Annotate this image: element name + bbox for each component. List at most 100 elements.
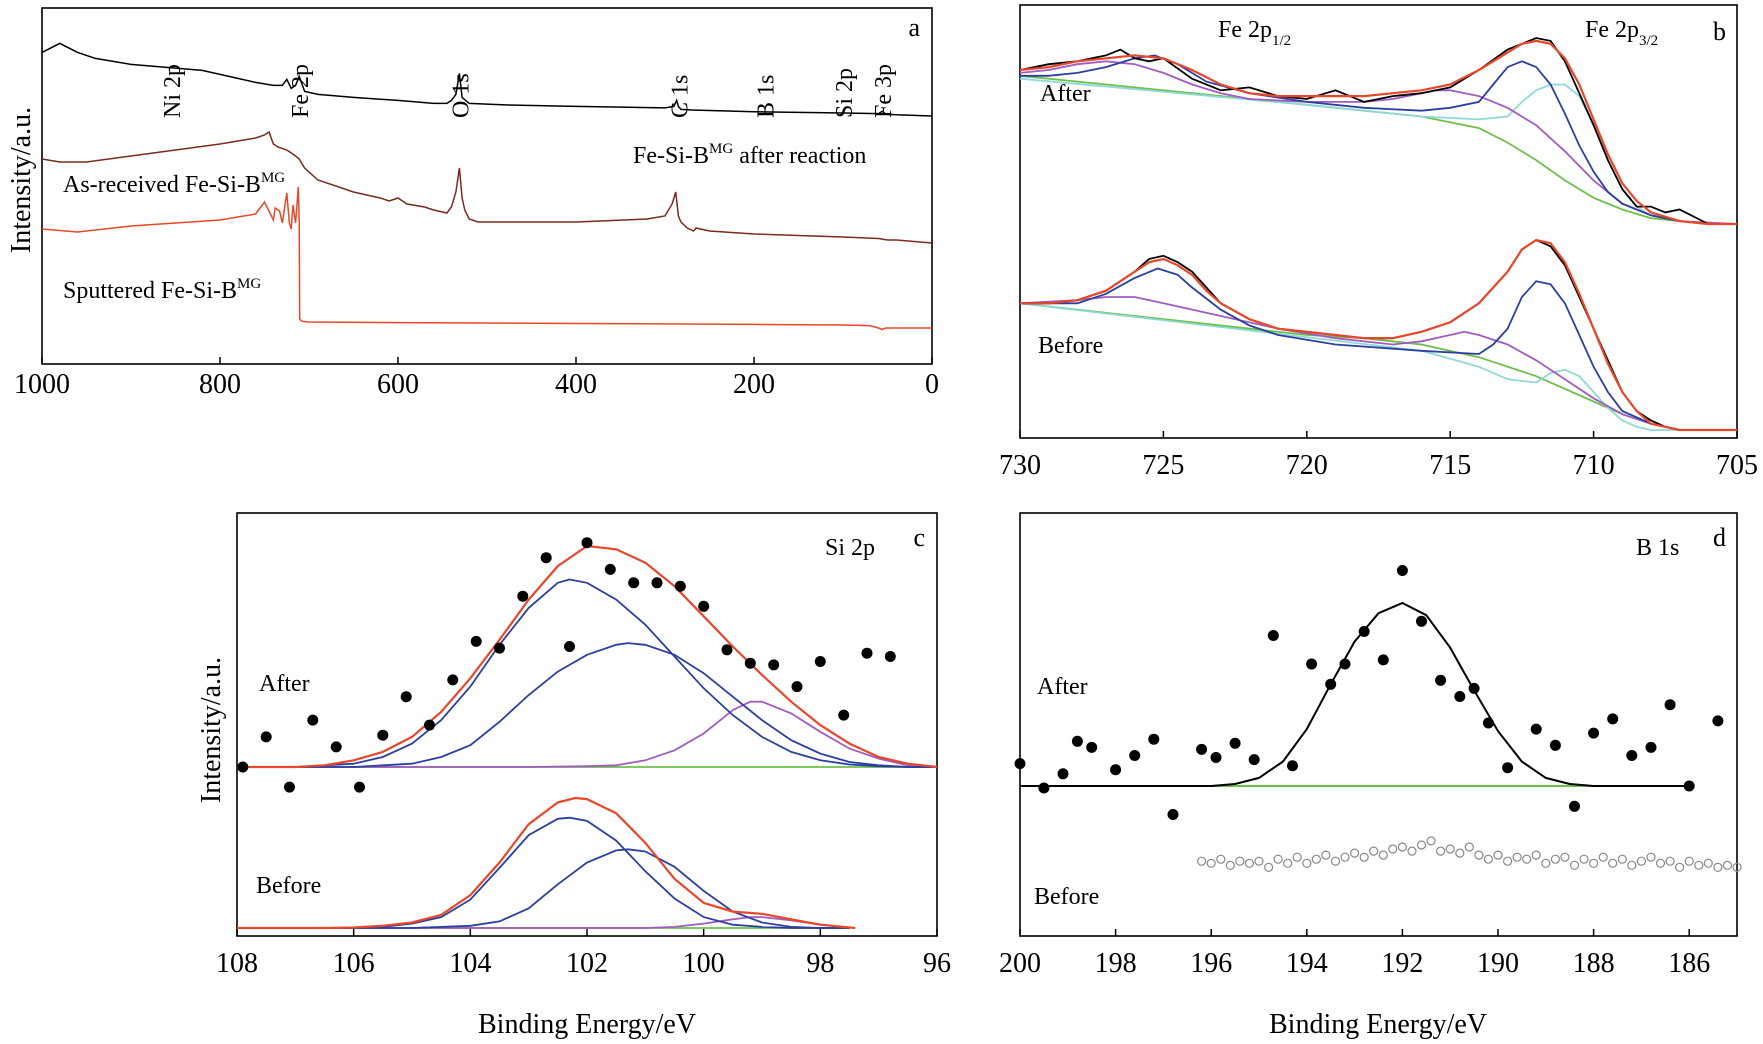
panel-a-y-label: Intensity/a.u. <box>6 107 37 253</box>
x-tick-label: 104 <box>449 948 491 979</box>
fe2p-after-component_purple <box>1019 60 1738 225</box>
b1s-after-point <box>1530 723 1542 735</box>
si2p-after-component_purple <box>237 700 938 768</box>
panel-d-letter: d <box>1713 523 1726 552</box>
b1s-fit <box>1020 601 1690 787</box>
b1s-after-point <box>1167 809 1179 820</box>
si2p-after-point <box>698 600 710 612</box>
x-tick-label: 720 <box>1286 450 1328 481</box>
b1s-before-point <box>1263 862 1274 872</box>
label-after: After <box>259 671 310 697</box>
panel-d-points <box>1014 565 1742 872</box>
b1s-before-point <box>1292 852 1302 862</box>
si2p-after-point <box>861 647 873 659</box>
b1s-before-point <box>1722 860 1733 870</box>
b1s-before-point <box>1397 842 1408 852</box>
b1s-after-point <box>1416 615 1427 627</box>
si2p-after-point <box>791 681 803 693</box>
si2p-after-point <box>814 656 826 667</box>
b1s-before-point <box>1512 852 1522 862</box>
panel-c-x-label: Binding Energy/eV <box>478 1009 696 1040</box>
b1s-after-point <box>1248 754 1260 766</box>
si2p-after-point <box>744 657 756 669</box>
b1s-before-point <box>1435 846 1446 856</box>
si2p-after-point <box>581 537 593 549</box>
peak-label: Fe 3p <box>871 64 897 118</box>
b1s-before-point <box>1579 854 1589 864</box>
b1s-before-point <box>1694 860 1704 870</box>
b1s-before-point <box>1627 860 1637 870</box>
x-tick-label: 705 <box>1716 450 1758 481</box>
panel-b-x-axis: 730 725 720 715 710 705 <box>999 431 1758 481</box>
b1s-before-point <box>1321 850 1331 860</box>
si2p-after-point <box>674 580 686 592</box>
si2p-after-point <box>517 590 529 602</box>
b1s-before-point <box>1464 842 1474 852</box>
b1s-before-point <box>1283 858 1293 868</box>
b1s-after-point <box>1057 768 1069 780</box>
b1s-before-point <box>1378 850 1388 860</box>
b1s-after-point <box>1569 800 1580 812</box>
panel-a-series <box>41 42 933 331</box>
b1s-after-point <box>1549 739 1561 751</box>
b1s-before-point <box>1445 844 1455 854</box>
b1s-before-point <box>1493 850 1503 860</box>
peak-label: Fe 2p <box>288 64 314 118</box>
b1s-before-point <box>1732 862 1742 872</box>
si2p-after-point <box>651 577 663 589</box>
panel-b: b 730 725 720 715 710 705 Fe 2p1/2 Fe 2p3/2 A… <box>999 4 1758 481</box>
si2p-after-point <box>884 651 896 662</box>
b1s-after-point <box>1306 658 1318 670</box>
si2p-after-point <box>377 729 389 741</box>
label-after: After <box>1037 674 1088 700</box>
x-tick-label: 190 <box>1477 948 1519 979</box>
b1s-before-point <box>1388 844 1398 854</box>
b1s-before-point <box>1665 856 1675 866</box>
x-tick-label: 198 <box>1095 948 1137 979</box>
b1s-after-point <box>1071 735 1083 747</box>
x-tick-label: 98 <box>806 948 834 979</box>
b1s-before-point <box>1340 852 1350 862</box>
si2p-after-point <box>330 741 342 753</box>
x-tick-label: 725 <box>1142 450 1184 481</box>
panel-c: c Si 2p 108 106 104 102 100 98 96 After Before… <box>196 512 951 1040</box>
b1s-before-point <box>1369 846 1379 856</box>
survey-line-0 <box>41 42 933 117</box>
x-tick-label: 100 <box>683 948 725 979</box>
x-tick-label: 186 <box>1668 948 1710 979</box>
si2p-before-component_blue <box>237 816 850 929</box>
x-tick-label: 400 <box>555 369 597 400</box>
b1s-before-point <box>1531 850 1541 860</box>
si2p-after-point <box>424 719 435 731</box>
x-tick-label: 710 <box>1573 450 1615 481</box>
b1s-before-point <box>1541 858 1551 868</box>
panel-d-frame <box>1019 512 1738 937</box>
si2p-after-point <box>260 731 272 743</box>
si2p-after-point <box>307 714 319 726</box>
panel-a: a 1000 800 600 400 200 0 Ni 2p Fe 2p O 1s C 1s B … <box>6 7 939 400</box>
b1s-before-point <box>1330 856 1341 866</box>
x-tick-label: 800 <box>199 369 241 400</box>
b1s-before-point <box>1617 854 1627 864</box>
b1s-before-point <box>1426 836 1436 846</box>
b1s-before-point <box>1455 848 1465 858</box>
panel-c-series <box>237 544 938 930</box>
b1s-before-point <box>1349 848 1360 858</box>
si2p-after-point <box>447 674 459 686</box>
fe2p-after-envelope <box>1019 39 1737 226</box>
panel-c-letter: c <box>913 523 925 552</box>
b1s-after-point <box>1267 630 1279 641</box>
b1s-before-point <box>1684 856 1694 866</box>
si2p-after-point <box>768 659 780 671</box>
b1s-after-point <box>1683 780 1695 792</box>
survey-line-1 <box>41 130 933 244</box>
panel-c-frame <box>236 512 938 937</box>
b1s-before-point <box>1273 854 1283 864</box>
x-tick-label: 102 <box>566 948 608 979</box>
b1s-after-point <box>1502 762 1514 774</box>
b1s-after-point <box>1148 733 1160 745</box>
b1s-before-point <box>1416 840 1427 850</box>
si2p-after-point <box>354 781 365 793</box>
b1s-after-point <box>1110 764 1122 776</box>
x-tick-label: 106 <box>333 948 375 979</box>
